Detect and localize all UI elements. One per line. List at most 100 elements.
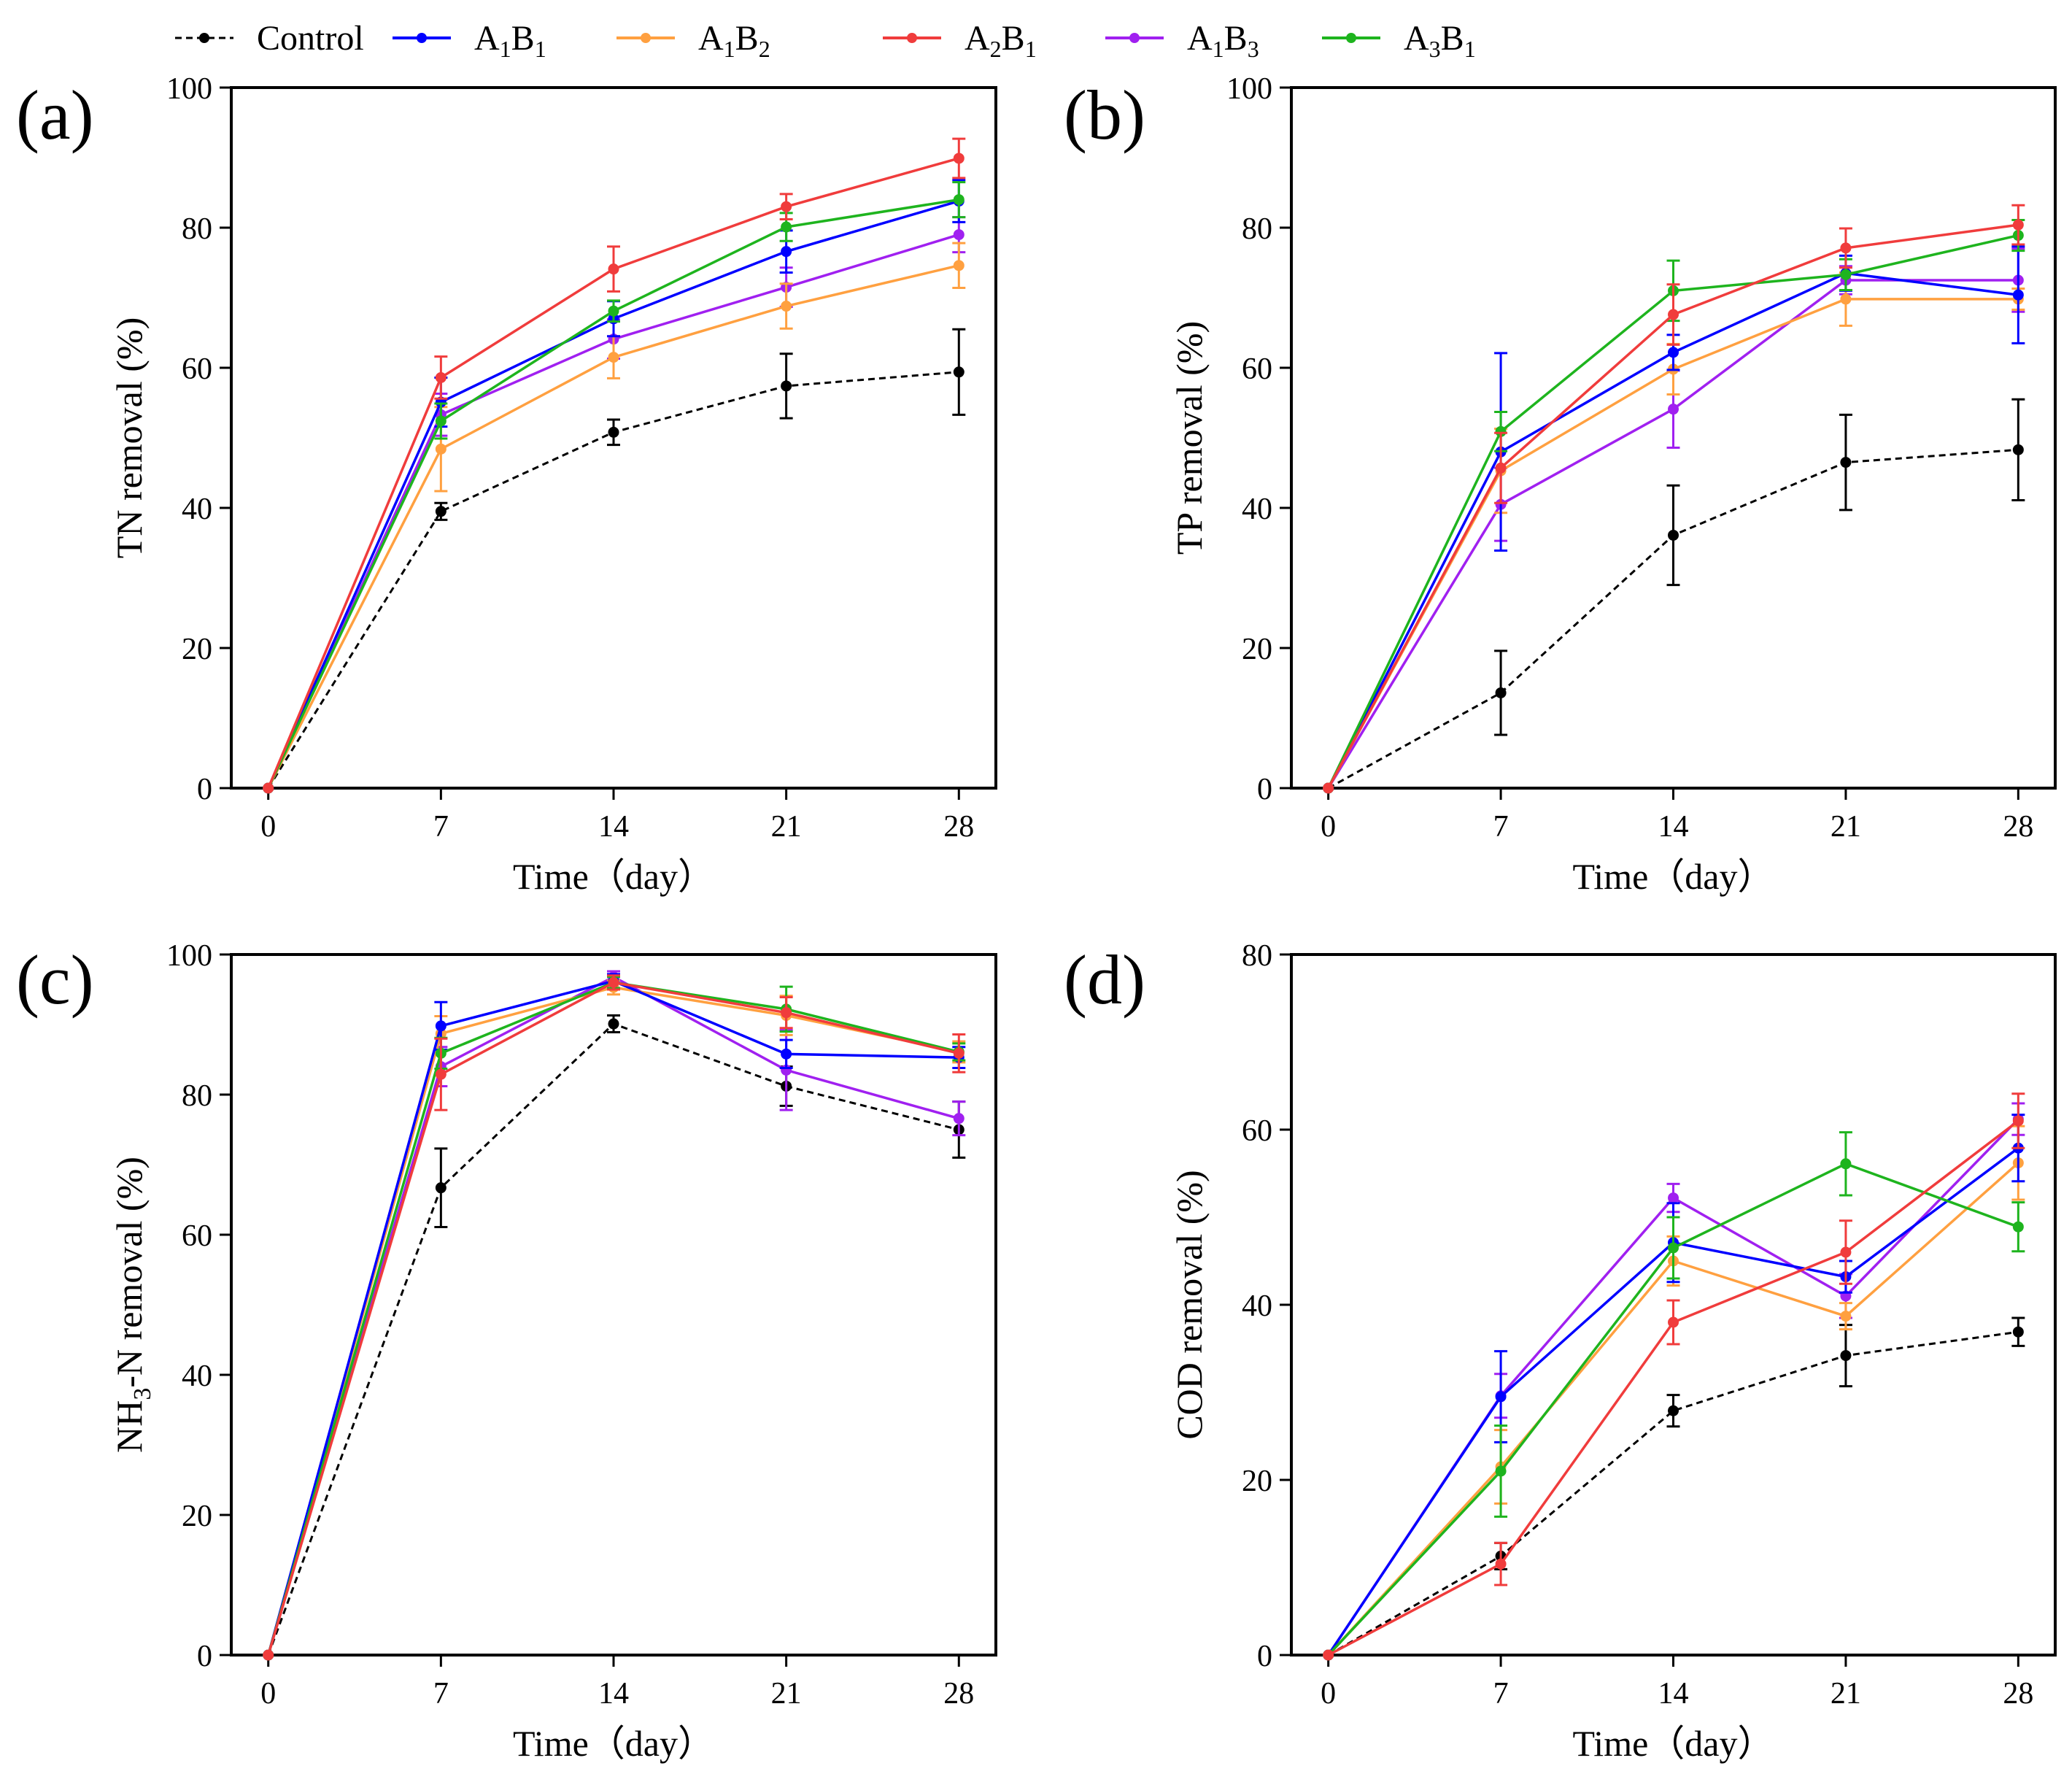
data-point-a1b2 (953, 260, 965, 271)
legend-label-a1b3: A1B3 (1187, 19, 1259, 62)
panel-2: (b) 0 20 40 60 80 100 0 7 14 21 28 Time（day） TP remov… (1064, 72, 2057, 897)
legend-item-a1b1: A1B1 (393, 19, 546, 62)
legend-item-a3b1: A3B1 (1322, 19, 1476, 62)
series-control (263, 328, 966, 794)
data-point-a2b1 (1495, 462, 1507, 474)
legend-label-control: Control (257, 19, 364, 58)
x-tick-label: 28 (943, 1677, 974, 1711)
legend-marker-a1b1 (417, 33, 427, 43)
data-point-control (608, 426, 619, 438)
x-tick-label: 21 (1831, 810, 1861, 844)
data-point-a3b1 (1495, 425, 1507, 437)
data-point-a2b1 (608, 976, 619, 988)
data-point-a1b3 (1668, 1192, 1679, 1204)
x-tick-label: 7 (433, 1677, 449, 1711)
data-point-a2b1 (2012, 1115, 2024, 1127)
series-control (1323, 1316, 2025, 1661)
legend-marker-a2b1 (907, 33, 917, 43)
x-tick-label: 21 (771, 1677, 802, 1711)
data-point-a2b1 (1495, 1558, 1507, 1570)
x-tick-label: 0 (260, 810, 276, 844)
series-a1b3 (1323, 1102, 2025, 1661)
data-point-a2b1 (1840, 242, 1852, 254)
legend-marker-a3b1 (1346, 33, 1356, 43)
data-point-control (435, 1182, 447, 1194)
panel-label: (c) (16, 941, 94, 1019)
y-tick-label: 60 (1242, 1114, 1272, 1148)
data-point-a1b2 (781, 301, 792, 312)
series-line-a1b2 (267, 986, 959, 1656)
series-line-a1b1 (267, 979, 959, 1656)
data-point-a2b1 (608, 263, 619, 275)
y-tick-label: 100 (1226, 72, 1272, 106)
y-tick-label: 100 (166, 939, 212, 973)
data-point-control (1668, 529, 1679, 541)
legend-marker-a1b2 (641, 33, 651, 43)
legend-item-a1b3: A1B3 (1105, 19, 1259, 62)
x-tick-label: 0 (1321, 810, 1336, 844)
legend-marker-control (199, 33, 209, 43)
x-tick-label: 21 (1831, 1677, 1861, 1711)
legend-label-a3b1: A3B1 (1404, 19, 1476, 62)
y-tick-label: 0 (197, 1640, 212, 1673)
series-line-control (267, 1022, 959, 1656)
panel-label: (a) (16, 76, 94, 154)
data-point-a2b1 (2012, 219, 2024, 231)
data-point-a2b1 (781, 1007, 792, 1019)
panel-label: (d) (1064, 941, 1145, 1019)
y-axis-label: TP removal (%) (1169, 321, 1210, 555)
legend-marker-a1b3 (1129, 33, 1140, 43)
x-tick-label: 28 (943, 810, 974, 844)
y-tick-label: 40 (182, 493, 212, 526)
legend-label-a1b2: A1B2 (698, 19, 770, 62)
data-point-a1b2 (608, 352, 619, 363)
data-point-a1b3 (1668, 404, 1679, 415)
y-tick-label: 100 (166, 72, 212, 106)
legend-label-a1b1: A1B1 (474, 19, 546, 62)
data-point-a1b1 (781, 246, 792, 258)
series-line-a3b1 (267, 981, 959, 1656)
x-tick-label: 28 (2003, 1677, 2033, 1711)
x-axis-label: Time（day） (1573, 856, 1774, 897)
series-control (1323, 398, 2025, 794)
x-tick-label: 14 (1658, 810, 1689, 844)
y-tick-label: 20 (182, 1500, 212, 1533)
data-point-control (1668, 1405, 1679, 1416)
data-point-control (1840, 1350, 1852, 1362)
y-tick-label: 80 (1242, 939, 1272, 973)
series-line-a1b3 (267, 975, 959, 1656)
data-point-a2b1 (263, 782, 274, 794)
y-tick-label: 0 (1257, 773, 1272, 806)
data-point-a1b3 (953, 229, 965, 241)
series-control (263, 1014, 966, 1661)
data-point-a3b1 (1495, 1465, 1507, 1477)
data-point-a2b1 (1668, 309, 1679, 320)
x-tick-label: 28 (2003, 810, 2033, 844)
data-point-a1b1 (435, 1020, 447, 1032)
y-axis-label: COD removal (%) (1169, 1170, 1210, 1439)
x-tick-label: 7 (433, 810, 449, 844)
y-tick-label: 0 (197, 773, 212, 806)
legend: Control A1B1 A1B2 A2B1 A1B3 A3B1 (175, 19, 1476, 62)
x-tick-label: 14 (598, 810, 629, 844)
legend-label-a2b1: A2B1 (965, 19, 1037, 62)
y-tick-label: 40 (1242, 1289, 1272, 1323)
panel-1: (a) 0 20 40 60 80 100 0 7 14 21 28 Time（day） TN remov… (16, 72, 997, 897)
x-axis-label: Time（day） (513, 856, 714, 897)
x-axis-label: Time（day） (513, 1723, 714, 1764)
x-tick-label: 0 (260, 1677, 276, 1711)
y-tick-label: 60 (182, 352, 212, 386)
panels: (a) 0 20 40 60 80 100 0 7 14 21 28 Time（day） TN remov… (16, 72, 2057, 1764)
data-point-a3b1 (953, 194, 965, 206)
x-tick-label: 7 (1493, 810, 1509, 844)
data-point-a3b1 (1840, 1158, 1852, 1170)
series-a2b1 (1323, 204, 2025, 794)
y-tick-label: 80 (182, 1079, 212, 1113)
plot-frame (230, 953, 997, 1657)
data-point-a2b1 (1668, 1316, 1679, 1328)
data-point-a3b1 (2012, 1221, 2024, 1233)
y-tick-label: 40 (182, 1360, 212, 1393)
data-point-control (2012, 444, 2024, 455)
data-point-a2b1 (1840, 1246, 1852, 1258)
